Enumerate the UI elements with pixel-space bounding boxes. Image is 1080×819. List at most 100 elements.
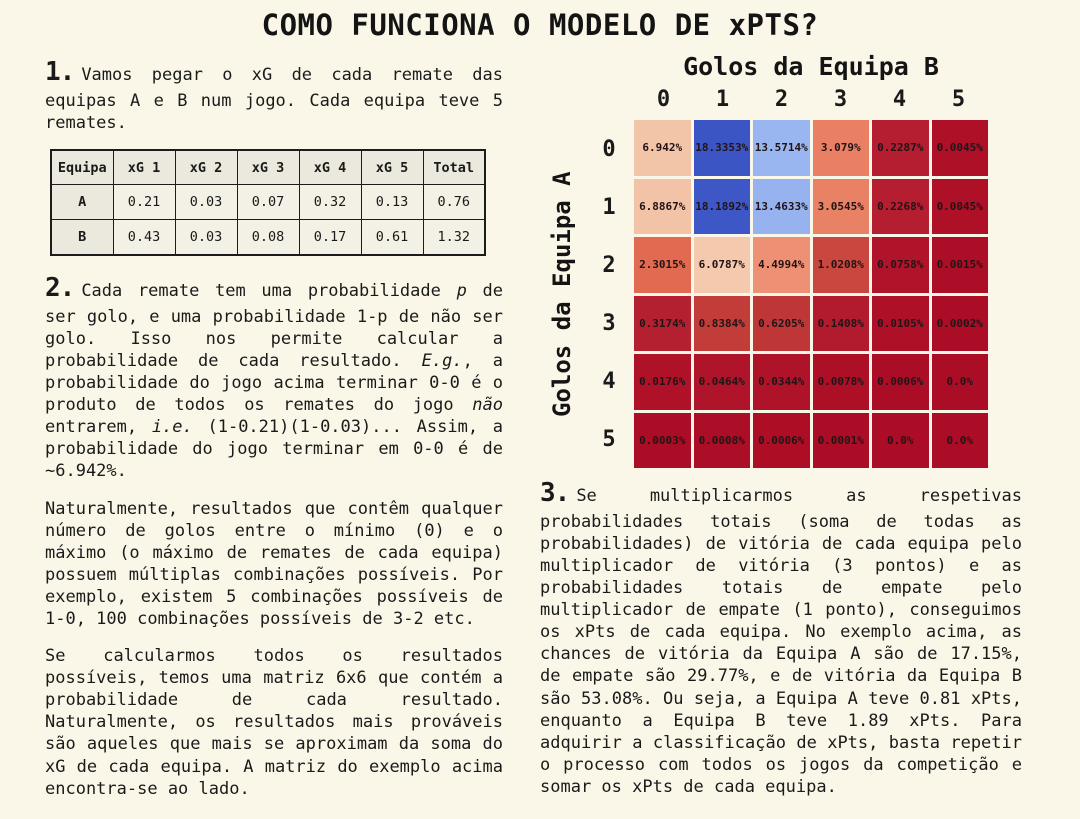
heatmap-y-axis-title: Golos da Equipa A bbox=[548, 171, 576, 417]
heatmap-cell: 4.4994% bbox=[753, 237, 810, 293]
heatmap-cell: 0.6205% bbox=[753, 295, 810, 351]
heatmap-col-label: 5 bbox=[951, 87, 966, 112]
heatmap-cell: 13.4633% bbox=[753, 178, 810, 234]
step2-italic-segment: não bbox=[472, 395, 503, 416]
table-header-cell: Equipa bbox=[50, 149, 114, 186]
step2-text: Cada remate tem uma probabilidade p de s… bbox=[45, 281, 503, 481]
matrix-paragraph: Se calcularmos todos os resultados possí… bbox=[45, 646, 503, 799]
heatmap-cell: 0.8384% bbox=[693, 295, 750, 351]
heatmap-cell: 0.0758% bbox=[872, 237, 929, 293]
heatmap-col-label: 1 bbox=[715, 87, 730, 112]
heatmap-col-labels: 0 1 2 3 4 5 bbox=[634, 87, 988, 112]
table-cell: 0.76 bbox=[422, 184, 486, 221]
heatmap-col-label: 3 bbox=[833, 87, 848, 112]
heatmap-row-label: 4 bbox=[602, 368, 616, 394]
table-cell: 0.61 bbox=[360, 219, 424, 256]
heatmap-cell: 0.0003% bbox=[634, 412, 691, 468]
heatmap-cell: 0.0% bbox=[931, 412, 988, 468]
table-header-cell: xG 5 bbox=[360, 149, 424, 186]
heatmap-cell: 1.0208% bbox=[812, 237, 869, 293]
heatmap-cell: 0.0006% bbox=[872, 354, 929, 410]
page-title: COMO FUNCIONA O MODELO DE xPTS? bbox=[261, 8, 819, 42]
right-column: Golos da Equipa B 0 1 2 3 4 5 Golos da Equipa… bbox=[540, 52, 1022, 798]
table-row: B 0.43 0.03 0.08 0.17 0.61 1.32 bbox=[50, 219, 486, 256]
heatmap-cell: 0.0344% bbox=[753, 354, 810, 410]
table-cell: 0.07 bbox=[236, 184, 300, 221]
step3-text: Se multiplicarmos as respetivas probabil… bbox=[540, 486, 1022, 797]
table-cell: 0.03 bbox=[174, 184, 238, 221]
step2-segment: de ser golo, e uma probabilidade 1-p de … bbox=[45, 280, 503, 371]
left-column: 1. Vamos pegar o xG de cada remate das eq… bbox=[45, 52, 503, 815]
table-header-cell: xG 1 bbox=[112, 149, 176, 186]
table-header-cell: xG 4 bbox=[298, 149, 362, 186]
heatmap-cell: 18.1892% bbox=[693, 178, 750, 234]
heatmap-cell: 0.0001% bbox=[812, 412, 869, 468]
heatmap-col-label: 4 bbox=[892, 87, 907, 112]
heatmap-chart: Golos da Equipa B 0 1 2 3 4 5 Golos da Equipa… bbox=[540, 52, 1022, 468]
heatmap-cell: 0.0045% bbox=[931, 120, 988, 176]
table-cell: 0.03 bbox=[174, 219, 238, 256]
heatmap-cell: 3.0545% bbox=[812, 178, 869, 234]
heatmap-cells-grid: 6.942% 18.3353% 13.5714% 3.079% 0.2287% 0.004… bbox=[634, 120, 988, 468]
heatmap-cell: 6.942% bbox=[634, 120, 691, 176]
heatmap-cell: 3.079% bbox=[812, 120, 869, 176]
step2-number: 2. bbox=[45, 272, 75, 303]
heatmap-cell: 0.0% bbox=[872, 412, 929, 468]
step2-segment: Cada remate tem uma probabilidade bbox=[81, 280, 457, 301]
step2-segment: , a probabilidade do jogo acima terminar… bbox=[45, 350, 503, 416]
heatmap-cell: 0.0002% bbox=[931, 295, 988, 351]
step2-italic-segment: i.e. bbox=[151, 417, 193, 438]
table-cell: 0.32 bbox=[298, 184, 362, 221]
heatmap-cell: 6.8867% bbox=[634, 178, 691, 234]
heatmap-cell: 0.0045% bbox=[931, 178, 988, 234]
heatmap-x-axis-title: Golos da Equipa B bbox=[683, 52, 939, 81]
infographic-page: COMO FUNCIONA O MODELO DE xPTS? 1. Vamos … bbox=[0, 8, 1080, 815]
heatmap-cell: 6.0787% bbox=[693, 237, 750, 293]
heatmap-row-labels: 0 1 2 3 4 5 bbox=[584, 120, 634, 468]
heatmap-row-label: 2 bbox=[602, 252, 616, 278]
table-cell: 0.43 bbox=[112, 219, 176, 256]
xg-table: Equipa xG 1 xG 2 xG 3 xG 4 xG 5 Total A 0.21 0.03… bbox=[50, 148, 486, 256]
heatmap-cell: 18.3353% bbox=[693, 120, 750, 176]
table-header-row: Equipa xG 1 xG 2 xG 3 xG 4 xG 5 Total bbox=[50, 149, 486, 186]
heatmap-cell: 0.0015% bbox=[931, 237, 988, 293]
heatmap-cell: 0.0008% bbox=[693, 412, 750, 468]
table-cell: 1.32 bbox=[422, 219, 486, 256]
step2-segment: (1-0.21)(1-0.03)... Assim, a probabilida… bbox=[45, 417, 503, 482]
heatmap-cell: 0.0105% bbox=[872, 295, 929, 351]
table-cell: 0.08 bbox=[236, 219, 300, 256]
table-header-cell: Total bbox=[422, 149, 486, 186]
heatmap-cell: 13.5714% bbox=[753, 120, 810, 176]
heatmap-cell: 0.1408% bbox=[812, 295, 869, 351]
step2-segment: entrarem, bbox=[45, 417, 152, 438]
step2-italic-segment: E.g. bbox=[421, 350, 463, 371]
step1-number: 1. bbox=[45, 57, 75, 87]
table-team-cell: B bbox=[50, 219, 114, 256]
table-cell: 0.17 bbox=[298, 219, 362, 256]
content-columns: 1. Vamos pegar o xG de cada remate das eq… bbox=[0, 52, 1080, 815]
heatmap-cell: 0.3174% bbox=[634, 295, 691, 351]
table-header-cell: xG 2 bbox=[174, 149, 238, 186]
heatmap-cell: 2.3015% bbox=[634, 237, 691, 293]
table-team-cell: A bbox=[50, 184, 114, 221]
heatmap-col-label: 2 bbox=[774, 87, 789, 112]
step1-text: Vamos pegar o xG de cada remate das equi… bbox=[45, 65, 503, 133]
table-row: A 0.21 0.03 0.07 0.32 0.13 0.76 bbox=[50, 184, 486, 221]
heatmap-row-label: 5 bbox=[602, 426, 616, 452]
step2-paragraph: 2. Cada remate tem uma probabilidade p de… bbox=[45, 272, 503, 483]
heatmap-cell: 0.0464% bbox=[693, 354, 750, 410]
heatmap-cell: 0.2268% bbox=[872, 178, 929, 234]
heatmap-row-label: 0 bbox=[602, 136, 616, 162]
step3-paragraph: 3. Se multiplicarmos as respetivas probab… bbox=[540, 477, 1022, 798]
step3-number: 3. bbox=[540, 478, 570, 508]
step2-italic-segment: p bbox=[456, 280, 467, 301]
heatmap-cell: 0.0006% bbox=[753, 412, 810, 468]
heatmap-row-label: 3 bbox=[602, 310, 616, 336]
step1-paragraph: 1. Vamos pegar o xG de cada remate das eq… bbox=[45, 56, 503, 134]
table-header-cell: xG 3 bbox=[236, 149, 300, 186]
heatmap-cell: 0.2287% bbox=[872, 120, 929, 176]
heatmap-cell: 0.0% bbox=[931, 354, 988, 410]
table-cell: 0.13 bbox=[360, 184, 424, 221]
heatmap-col-label: 0 bbox=[656, 87, 671, 112]
